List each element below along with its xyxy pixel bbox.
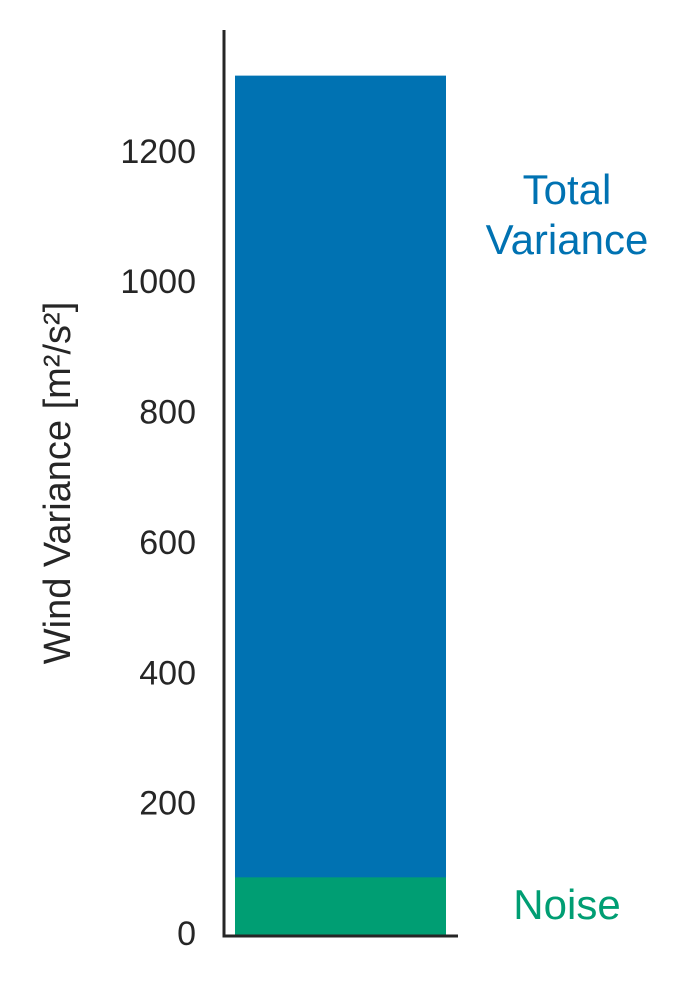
y-tick-label: 600 — [139, 524, 196, 562]
y-tick-label: 1200 — [120, 133, 196, 171]
y-tick-label: 800 — [139, 394, 196, 432]
bar — [235, 877, 446, 936]
y-tick-label: 400 — [139, 654, 196, 692]
series-label: Noise — [513, 881, 621, 928]
series-label: Total Variance — [485, 166, 649, 263]
bar — [235, 75, 446, 936]
y-tick-label: 0 — [177, 915, 196, 953]
y-tick-label: 1000 — [120, 263, 196, 301]
y-tick-label: 200 — [139, 785, 196, 823]
y-axis-label: Wind Variance [m²/s²] — [37, 302, 79, 664]
